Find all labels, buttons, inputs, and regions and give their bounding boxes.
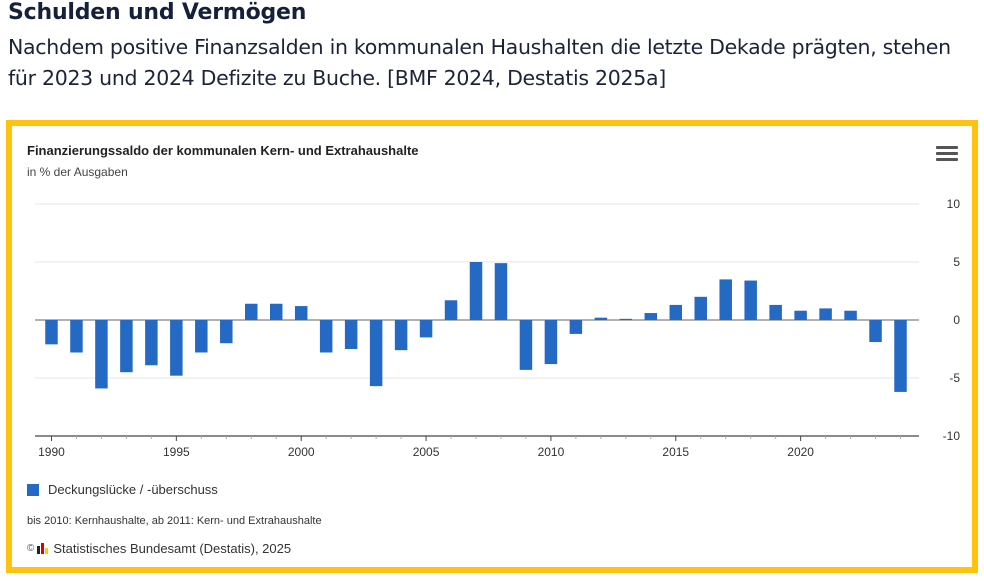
y-tick-label: 5 (953, 255, 960, 269)
bar (145, 320, 158, 366)
credit-text: Statistisches Bundesamt (Destatis), 2025 (53, 541, 292, 556)
legend-swatch (27, 483, 39, 496)
bar (794, 310, 807, 320)
x-tick-label: 1990 (38, 445, 65, 459)
bar (744, 280, 757, 320)
x-tick-label: 2005 (413, 445, 440, 459)
section-heading: Schulden und Vermögen (8, 0, 307, 25)
copyright-icon: © (27, 543, 35, 554)
x-tick-label: 2010 (538, 445, 565, 459)
x-tick-label: 2000 (288, 445, 315, 459)
lead-paragraph: Nachdem positive Finanzsalden in kommuna… (8, 35, 951, 90)
bar-chart: 1990 1995 2000 2005 2010 2015 2020 10 5 0 -5 -10 (35, 197, 961, 459)
bar (469, 262, 483, 320)
hamburger-menu-icon[interactable] (936, 146, 958, 162)
y-tick-label: -10 (943, 429, 961, 443)
bars (45, 262, 907, 392)
bar (70, 320, 83, 353)
y-tick-label: 0 (953, 313, 960, 327)
chart-frame: Finanzierungssaldo der kommunalen Kern- … (6, 120, 978, 573)
bar (344, 320, 358, 349)
bar (594, 317, 608, 320)
bar (45, 320, 58, 345)
legend-item[interactable]: Deckungslücke / -überschuss (27, 482, 218, 497)
bar (694, 296, 707, 320)
bar (220, 320, 233, 344)
bar (294, 306, 308, 320)
bar (569, 320, 583, 334)
bar (894, 320, 907, 392)
credit-line: © Statistisches Bundesamt (Destatis), 20… (27, 541, 291, 556)
x-tick-label: 1995 (163, 445, 190, 459)
y-tick-label: 10 (947, 197, 961, 211)
menu-line (936, 146, 958, 149)
bar (369, 320, 383, 387)
destatis-logo-icon (37, 543, 49, 554)
menu-line (936, 152, 958, 155)
x-tick-label: 2020 (787, 445, 814, 459)
bar (619, 318, 633, 320)
bar (444, 300, 458, 320)
legend-label: Deckungslücke / -überschuss (48, 482, 218, 497)
y-axis: 10 5 0 -5 -10 (943, 197, 961, 443)
bar (419, 320, 433, 338)
bar (544, 320, 558, 365)
chart-title: Finanzierungssaldo der kommunalen Kern- … (27, 143, 419, 158)
bar (95, 320, 108, 389)
bar (769, 304, 782, 320)
bar (819, 308, 832, 320)
chart-subtitle: in % der Ausgaben (27, 165, 128, 179)
bar (844, 310, 857, 320)
bar (494, 263, 508, 320)
chart-note: bis 2010: Kernhaushalte, ab 2011: Kern- … (27, 515, 322, 527)
x-axis: 1990 1995 2000 2005 2010 2015 2020 (35, 435, 919, 459)
bar (269, 303, 283, 320)
bar (519, 320, 533, 370)
bar (394, 320, 408, 351)
bar (120, 320, 133, 373)
menu-line (936, 158, 958, 161)
bar (644, 313, 658, 320)
bar (669, 304, 683, 320)
bar (319, 320, 333, 353)
bar (719, 279, 732, 320)
y-tick-label: -5 (949, 371, 960, 385)
bar (195, 320, 208, 353)
bar (245, 303, 258, 320)
x-tick-label: 2015 (662, 445, 689, 459)
bar (869, 320, 882, 343)
bar (170, 320, 183, 376)
